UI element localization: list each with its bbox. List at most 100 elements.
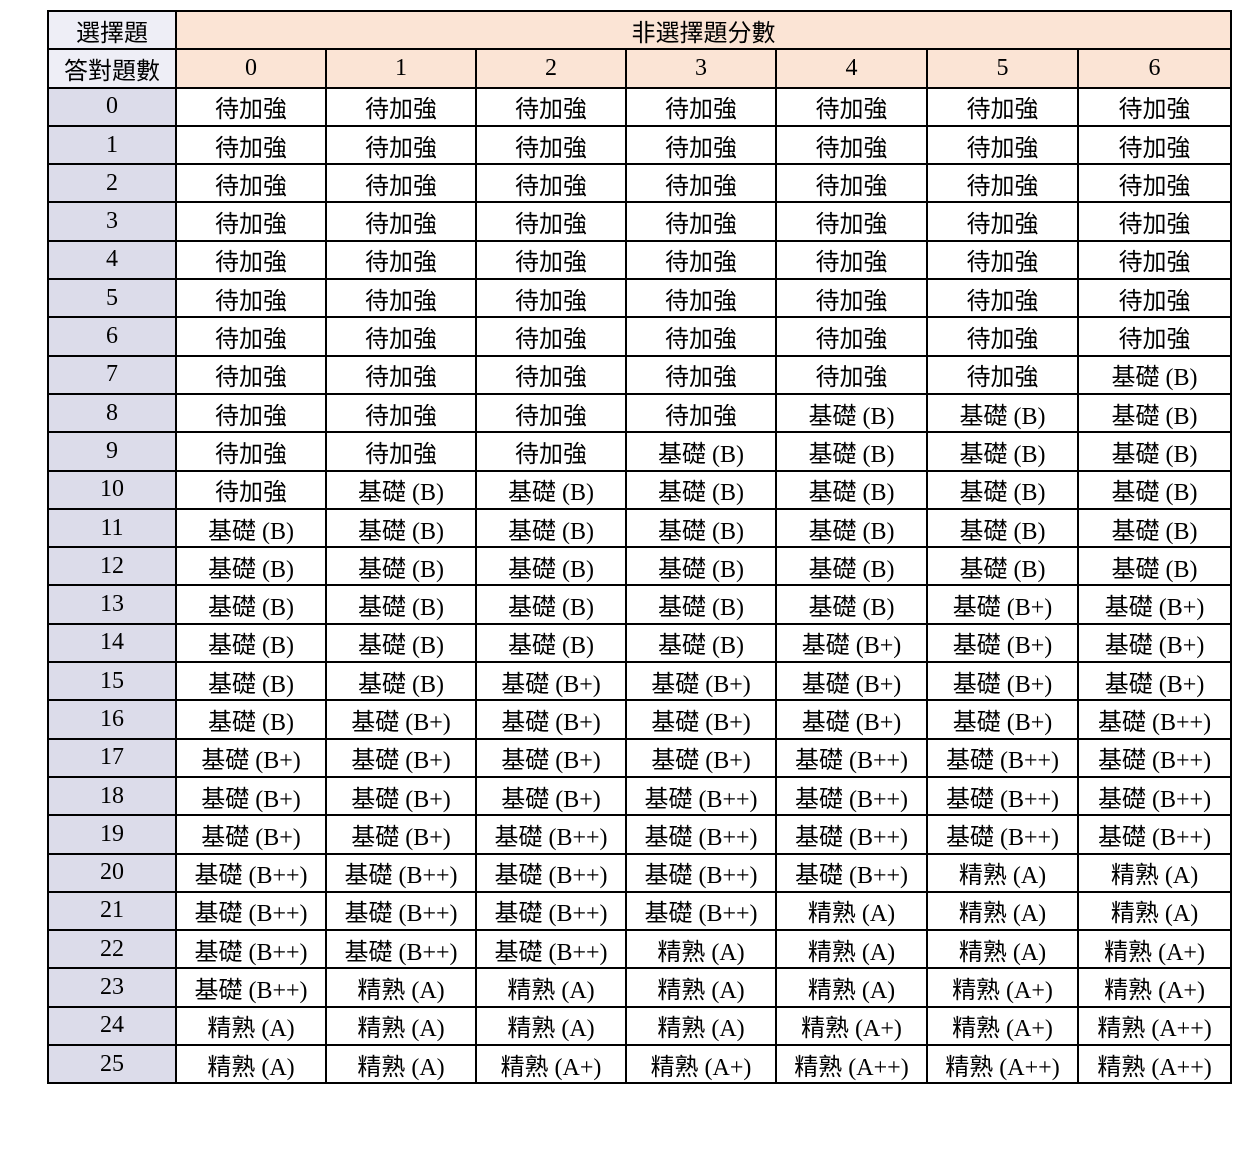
cell: 基礎 (B+) <box>475 775 627 817</box>
cell: 基礎 (B++) <box>475 852 627 893</box>
cell: 基礎 (B++) <box>325 929 477 970</box>
cell: 精熟 (A) <box>625 1005 777 1047</box>
table-row: 22 基礎 (B++) 基礎 (B++) 基礎 (B++) 精熟 (A) 精熟 (A) 精熟… <box>47 929 1233 970</box>
cell: 基礎 (B) <box>625 584 777 625</box>
table-row: 23 基礎 (B++) 精熟 (A) 精熟 (A) 精熟 (A) 精熟 (A) 精熟 (A+… <box>47 967 1233 1008</box>
row-label: 9 <box>47 431 177 472</box>
cell: 基礎 (B+) <box>325 775 477 817</box>
cell: 基礎 (B) <box>325 584 477 625</box>
cell: 待加強 <box>175 431 327 472</box>
table-row: 14 基礎 (B) 基礎 (B) 基礎 (B) 基礎 (B) 基礎 (B+) 基礎 (B+)… <box>47 622 1233 664</box>
cell: 精熟 (A++) <box>926 1044 1079 1085</box>
cell: 基礎 (B) <box>1076 469 1233 510</box>
cell: 基礎 (B++) <box>625 775 777 817</box>
cell: 精熟 (A++) <box>1076 1044 1233 1085</box>
cell: 待加強 <box>325 163 477 204</box>
cell: 基礎 (B) <box>175 661 327 702</box>
table-row: 15 基礎 (B) 基礎 (B) 基礎 (B+) 基礎 (B+) 基礎 (B+) 基礎 (B… <box>47 661 1233 702</box>
cell: 基礎 (B) <box>325 507 477 549</box>
cell: 待加強 <box>175 239 327 281</box>
cell: 基礎 (B++) <box>475 929 627 970</box>
cell: 待加強 <box>325 86 477 127</box>
cell: 基礎 (B++) <box>926 737 1079 778</box>
cell: 待加強 <box>625 86 777 127</box>
cell: 基礎 (B+) <box>325 814 477 855</box>
cell: 待加強 <box>775 278 928 319</box>
row-label: 5 <box>47 278 177 319</box>
cell: 待加強 <box>926 124 1079 166</box>
cell: 精熟 (A) <box>775 967 928 1008</box>
row-label: 3 <box>47 201 177 242</box>
row-label: 2 <box>47 163 177 204</box>
cell: 精熟 (A+) <box>1076 967 1233 1008</box>
cell: 基礎 (B+) <box>926 661 1079 702</box>
cell: 基礎 (B) <box>325 469 477 510</box>
cell: 精熟 (A) <box>926 929 1079 970</box>
column-header: 6 <box>1076 48 1233 89</box>
cell: 基礎 (B++) <box>775 852 928 893</box>
cell: 待加強 <box>926 163 1079 204</box>
cell: 基礎 (B) <box>775 431 928 472</box>
cell: 精熟 (A) <box>475 967 627 1008</box>
cell: 待加強 <box>926 201 1079 242</box>
corner-bottom: 答對題數 <box>47 48 177 89</box>
cell: 基礎 (B+) <box>325 737 477 778</box>
column-header: 1 <box>325 48 477 89</box>
cell: 基礎 (B++) <box>926 814 1079 855</box>
cell: 基礎 (B) <box>475 584 627 625</box>
cell: 基礎 (B) <box>325 661 477 702</box>
table-row: 21 基礎 (B++) 基礎 (B++) 基礎 (B++) 基礎 (B++) 精熟 (A)… <box>47 890 1233 932</box>
cell: 基礎 (B) <box>926 546 1079 587</box>
row-label: 11 <box>47 507 177 549</box>
row-label: 16 <box>47 699 177 740</box>
cell: 精熟 (A) <box>325 1044 477 1085</box>
cell: 待加強 <box>1076 124 1233 166</box>
row-label: 1 <box>47 124 177 166</box>
cell: 待加強 <box>475 354 627 395</box>
cell: 待加強 <box>1076 278 1233 319</box>
cell: 基礎 (B) <box>625 546 777 587</box>
cell: 精熟 (A) <box>926 890 1079 932</box>
cell: 基礎 (B+) <box>475 699 627 740</box>
cell: 待加強 <box>175 278 327 319</box>
table-row: 12 基礎 (B) 基礎 (B) 基礎 (B) 基礎 (B) 基礎 (B) 基礎 (B) 基礎… <box>47 546 1233 587</box>
cell: 基礎 (B) <box>775 469 928 510</box>
cell: 基礎 (B) <box>1076 392 1233 434</box>
cell: 待加強 <box>775 201 928 242</box>
table-row: 13 基礎 (B) 基礎 (B) 基礎 (B) 基礎 (B) 基礎 (B) 基礎 (B+) 基… <box>47 584 1233 625</box>
cell: 基礎 (B) <box>625 469 777 510</box>
cell: 待加強 <box>775 316 928 357</box>
cell: 基礎 (B+) <box>175 775 327 817</box>
cell: 基礎 (B+) <box>1076 584 1233 625</box>
cell: 基礎 (B) <box>475 622 627 664</box>
cell: 基礎 (B++) <box>625 852 777 893</box>
cell: 精熟 (A++) <box>775 1044 928 1085</box>
row-label: 6 <box>47 316 177 357</box>
cell: 基礎 (B) <box>625 431 777 472</box>
cell: 基礎 (B+) <box>475 661 627 702</box>
cell: 基礎 (B+) <box>475 737 627 778</box>
row-label: 23 <box>47 967 177 1008</box>
cell: 精熟 (A+) <box>926 967 1079 1008</box>
row-label: 8 <box>47 392 177 434</box>
cell: 待加強 <box>475 201 627 242</box>
row-label: 21 <box>47 890 177 932</box>
row-label: 25 <box>47 1044 177 1085</box>
cell: 精熟 (A) <box>475 1005 627 1047</box>
cell: 待加強 <box>926 316 1079 357</box>
cell: 待加強 <box>1076 86 1233 127</box>
row-label: 12 <box>47 546 177 587</box>
cell: 精熟 (A) <box>926 852 1079 893</box>
cell: 待加強 <box>475 278 627 319</box>
cell: 基礎 (B++) <box>175 852 327 893</box>
group-header: 非選擇題分數 <box>174 9 1233 51</box>
row-label: 20 <box>47 852 177 893</box>
table-row: 3 待加強 待加強 待加強 待加強 待加強 待加強 待加強 <box>47 201 1233 242</box>
table-row: 7 待加強 待加強 待加強 待加強 待加強 待加強 基礎 (B) <box>47 354 1233 395</box>
cell: 精熟 (A) <box>625 929 777 970</box>
table-row: 25 精熟 (A) 精熟 (A) 精熟 (A+) 精熟 (A+) 精熟 (A++) 精熟 (… <box>47 1044 1233 1085</box>
table-row: 2 待加強 待加強 待加強 待加強 待加強 待加強 待加強 <box>47 163 1233 204</box>
cell: 待加強 <box>325 392 477 434</box>
cell: 待加強 <box>1076 316 1233 357</box>
cell: 待加強 <box>475 239 627 281</box>
